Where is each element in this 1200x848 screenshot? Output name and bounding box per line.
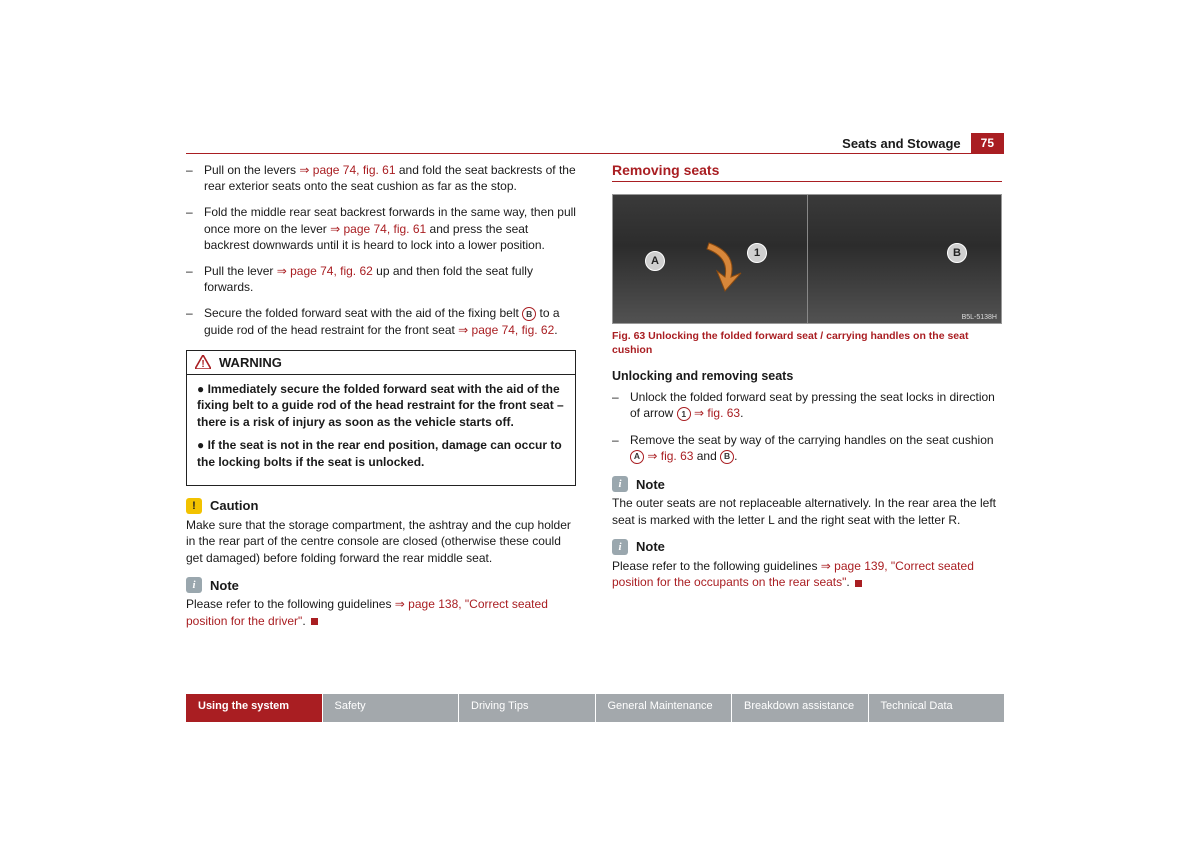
step-list: Unlock the folded forward seat by pressi… — [612, 389, 1002, 464]
right-column: Removing seats A 1 B B5L-5138H Fig. — [612, 162, 1002, 638]
note-text: Please refer to the following guidelines… — [186, 596, 576, 630]
text: Secure the folded forward seat with the … — [204, 306, 522, 320]
tab-label: Using the system — [198, 700, 289, 712]
info-icon: i — [612, 476, 628, 492]
tab-general-maintenance[interactable]: General Maintenance — [596, 694, 733, 722]
tab-label: Breakdown assistance — [744, 700, 854, 712]
figure-right: B B5L-5138H — [808, 195, 1002, 323]
caution-title: Caution — [210, 498, 258, 513]
warning-triangle-icon: ! — [195, 355, 211, 369]
tab-driving-tips[interactable]: Driving Tips — [459, 694, 596, 722]
tab-label: Technical Data — [881, 700, 953, 712]
text: Please refer to the following guidelines — [612, 559, 821, 573]
figure-link[interactable]: ⇒ fig. 63 — [647, 449, 693, 463]
text: Pull the lever — [204, 264, 277, 278]
tab-using-system[interactable]: Using the system — [186, 694, 323, 722]
note-header: i Note — [186, 577, 576, 593]
warning-header: ! WARNING — [187, 351, 575, 375]
page-header: Seats and Stowage 75 — [842, 133, 1004, 153]
page-link[interactable]: ⇒ page 74, fig. 62 — [458, 323, 554, 337]
info-icon: i — [186, 577, 202, 593]
text: Remove the seat by way of the carrying h… — [630, 433, 994, 447]
list-item: Pull on the levers ⇒ page 74, fig. 61 an… — [186, 162, 576, 194]
list-item: Remove the seat by way of the carrying h… — [612, 432, 1002, 464]
text: Pull on the levers — [204, 163, 299, 177]
subheading: Unlocking and removing seats — [612, 369, 1002, 383]
text: . — [740, 406, 743, 420]
tab-label: General Maintenance — [608, 700, 713, 712]
note-title: Note — [636, 539, 665, 554]
page-link[interactable]: ⇒ page 74, fig. 61 — [330, 222, 426, 236]
text: . — [554, 323, 557, 337]
text: . — [846, 575, 849, 589]
list-item: Secure the folded forward seat with the … — [186, 305, 576, 337]
page-link[interactable]: ⇒ page 74, fig. 61 — [299, 163, 395, 177]
main-content: Pull on the levers ⇒ page 74, fig. 61 an… — [186, 162, 1004, 638]
nav-tabs: Using the system Safety Driving Tips Gen… — [186, 694, 1004, 722]
section-heading: Removing seats — [612, 162, 1002, 182]
text: and — [693, 449, 720, 463]
page-link[interactable]: ⇒ page 74, fig. 62 — [277, 264, 373, 278]
tab-breakdown-assistance[interactable]: Breakdown assistance — [732, 694, 869, 722]
list-item: Pull the lever ⇒ page 74, fig. 62 up and… — [186, 263, 576, 295]
text: . — [302, 614, 305, 628]
end-marker-icon — [311, 618, 318, 625]
note-text: The outer seats are not replaceable alte… — [612, 495, 1002, 529]
figure-caption: Fig. 63 Unlocking the folded forward sea… — [612, 330, 1002, 357]
figure-block: A 1 B B5L-5138H Fig. 63 Unlocking the fo… — [612, 194, 1002, 357]
figure-left: A 1 — [613, 195, 808, 323]
warning-title: WARNING — [219, 355, 282, 370]
figure-code: B5L-5138H — [962, 314, 997, 321]
section-title: Seats and Stowage — [842, 136, 960, 151]
callout-b: B — [947, 243, 967, 263]
warning-item: ● If the seat is not in the rear end pos… — [197, 437, 565, 471]
arrow-icon — [699, 237, 749, 293]
warning-box: ! WARNING ● Immediately secure the folde… — [186, 350, 576, 486]
tab-label: Driving Tips — [471, 700, 528, 712]
note-text: Please refer to the following guidelines… — [612, 558, 1002, 592]
page-number: 75 — [971, 133, 1004, 153]
caution-text: Make sure that the storage compartment, … — [186, 517, 576, 567]
tab-label: Safety — [335, 700, 366, 712]
text: Immediately secure the folded forward se… — [197, 382, 564, 430]
instruction-list: Pull on the levers ⇒ page 74, fig. 61 an… — [186, 162, 576, 338]
end-marker-icon — [855, 580, 862, 587]
list-item: Unlock the folded forward seat by pressi… — [612, 389, 1002, 421]
svg-text:!: ! — [201, 359, 204, 369]
warning-item: ● Immediately secure the folded forward … — [197, 381, 565, 431]
header-rule — [186, 153, 1004, 154]
callout-circle: A — [630, 450, 644, 464]
list-item: Fold the middle rear seat backrest forwa… — [186, 204, 576, 253]
note-title: Note — [636, 477, 665, 492]
note-header: i Note — [612, 476, 1002, 492]
figure-link[interactable]: ⇒ fig. 63 — [694, 406, 740, 420]
callout-circle: B — [522, 307, 536, 321]
caution-icon: ! — [186, 498, 202, 514]
callout-circle: 1 — [677, 407, 691, 421]
callout-circle: B — [720, 450, 734, 464]
caution-header: ! Caution — [186, 498, 576, 514]
note-title: Note — [210, 578, 239, 593]
callout-a: A — [645, 251, 665, 271]
figure-image-pair: A 1 B B5L-5138H — [612, 194, 1002, 324]
text: Please refer to the following guidelines — [186, 597, 395, 611]
text: . — [734, 449, 737, 463]
tab-technical-data[interactable]: Technical Data — [869, 694, 1005, 722]
info-icon: i — [612, 539, 628, 555]
left-column: Pull on the levers ⇒ page 74, fig. 61 an… — [186, 162, 576, 638]
tab-safety[interactable]: Safety — [323, 694, 460, 722]
text: If the seat is not in the rear end posit… — [197, 438, 562, 469]
warning-body: ● Immediately secure the folded forward … — [187, 375, 575, 485]
note-header: i Note — [612, 539, 1002, 555]
callout-1: 1 — [747, 243, 767, 263]
